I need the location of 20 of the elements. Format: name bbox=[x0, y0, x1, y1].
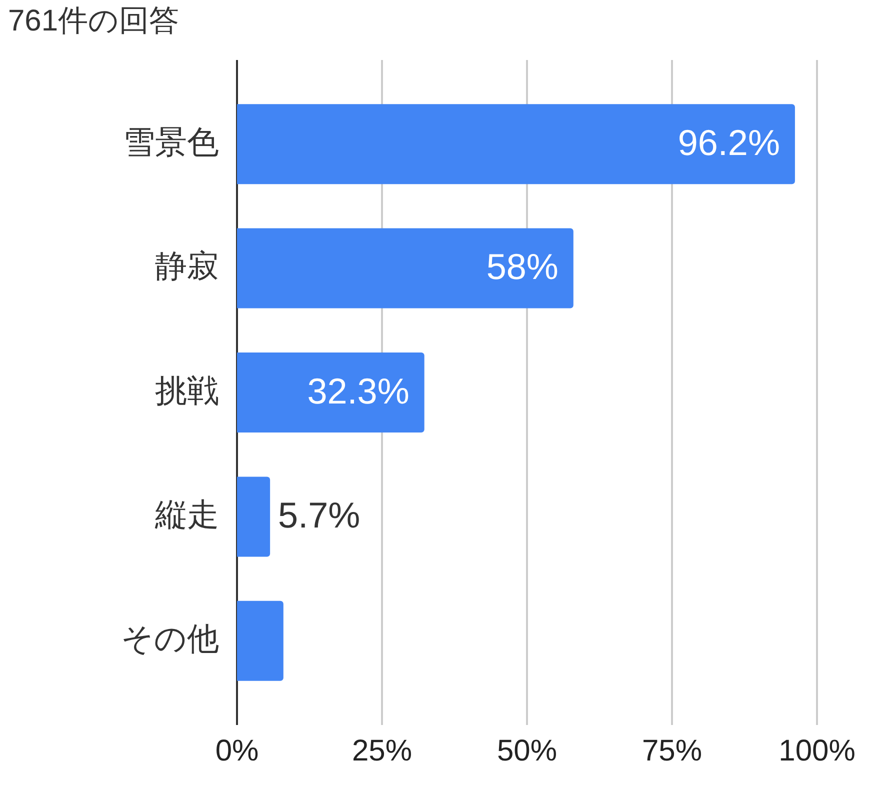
bar bbox=[237, 476, 270, 557]
y-tick-label: その他 bbox=[121, 620, 219, 657]
y-tick-label: 挑戦 bbox=[155, 372, 219, 408]
data-label: 96.2% bbox=[678, 122, 780, 164]
bar bbox=[237, 228, 574, 308]
y-tick-label: 縦走 bbox=[154, 496, 219, 533]
bar bbox=[237, 104, 795, 184]
x-tick-label: 75% bbox=[642, 734, 702, 768]
x-tick-label: 0% bbox=[215, 734, 259, 768]
y-tick-label: 雪景色 bbox=[123, 124, 219, 160]
data-label: 32.3% bbox=[307, 370, 410, 412]
bar bbox=[237, 600, 284, 681]
x-tick-label: 50% bbox=[496, 734, 558, 768]
bar bbox=[237, 352, 424, 432]
chart-title: 761件の回答 bbox=[8, 4, 180, 38]
data-label: 58% bbox=[486, 246, 558, 288]
x-tick-label: 100% bbox=[778, 734, 856, 768]
x-tick-label: 25% bbox=[352, 734, 412, 768]
data-label: 5.7% bbox=[278, 494, 360, 536]
y-tick-label: 静寂 bbox=[155, 248, 219, 284]
